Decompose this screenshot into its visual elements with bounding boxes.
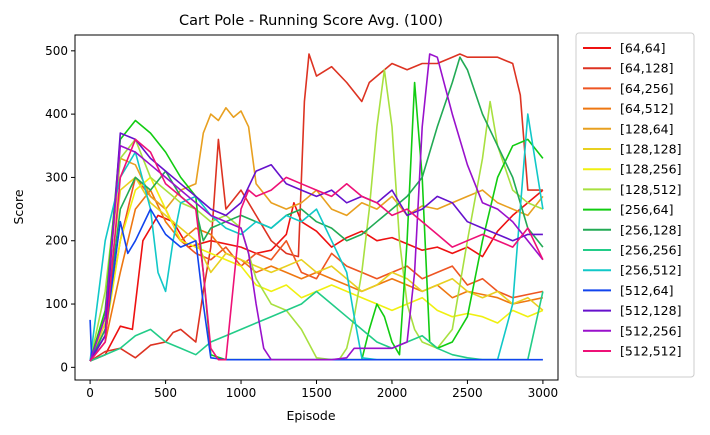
series-line-2 xyxy=(89,53,543,362)
y-axis-title: Score xyxy=(11,189,26,224)
y-tick-label: 500 xyxy=(45,44,68,58)
series-line-11 xyxy=(89,290,544,362)
x-tick-label: 2000 xyxy=(377,386,408,400)
series-line-14 xyxy=(89,132,543,362)
legend-label: [64,64] xyxy=(620,41,666,56)
legend-label: [64,256] xyxy=(620,81,674,96)
series-line-10 xyxy=(89,56,544,362)
series-line-5 xyxy=(89,107,544,362)
series-line-1 xyxy=(89,189,544,362)
plot-series-group xyxy=(89,53,544,362)
plot-frame xyxy=(74,34,559,381)
x-tick-label: 2500 xyxy=(452,386,483,400)
y-tick-label: 100 xyxy=(45,297,68,311)
x-tick-label: 500 xyxy=(154,386,177,400)
legend-label: [256,128] xyxy=(620,222,681,237)
x-axis-title: Episode xyxy=(286,408,335,423)
legend-label: [512,64] xyxy=(620,283,674,298)
series-line-16 xyxy=(89,138,544,362)
series-line-6 xyxy=(89,176,544,362)
x-tick-label: 1000 xyxy=(226,386,257,400)
legend-label: [128,128] xyxy=(620,142,681,157)
axes-group: 0 500 1000 1500 2000 2500 3000 0 100 200 300 400 500 xyxy=(45,44,558,400)
legend-label: [512,256] xyxy=(620,323,681,338)
x-tick-label: 0 xyxy=(86,386,94,400)
x-tick-label: 1500 xyxy=(301,386,332,400)
y-tick-label: 200 xyxy=(45,234,68,248)
legend-label: [512,512] xyxy=(620,344,681,359)
y-tick-label: 400 xyxy=(45,107,68,121)
series-line-15 xyxy=(89,53,544,362)
chart-title: Cart Pole - Running Score Avg. (100) xyxy=(179,13,443,29)
legend-label: [128,512] xyxy=(620,182,681,197)
legend-label: [64,512] xyxy=(620,101,674,116)
series-line-8 xyxy=(89,69,544,362)
x-tick-label: 3000 xyxy=(528,386,559,400)
legend-label: [256,64] xyxy=(620,202,674,217)
legend-label: [64,128] xyxy=(620,61,674,76)
legend-label: [512,128] xyxy=(620,303,681,318)
legend-label: [128,64] xyxy=(620,121,674,136)
legend-label: [256,256] xyxy=(620,243,681,258)
y-tick-label: 0 xyxy=(60,360,68,374)
legend-label: [256,512] xyxy=(620,263,681,278)
legend: [64,64] [64,128] [64,256] [64,512] [128,64] [… xyxy=(575,32,695,378)
legend-label: [128,256] xyxy=(620,162,681,177)
y-tick-label: 300 xyxy=(45,170,68,184)
